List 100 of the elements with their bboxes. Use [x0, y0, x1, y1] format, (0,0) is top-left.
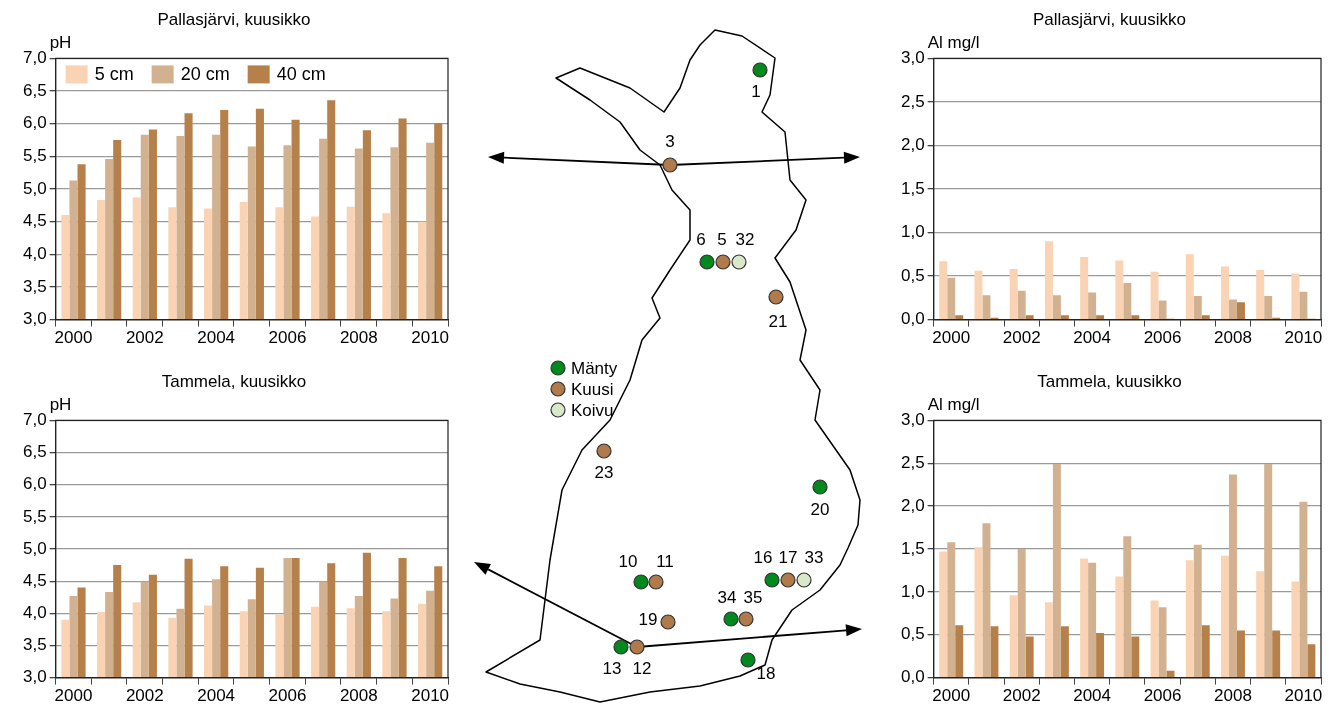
x-tick-label: 2006 [268, 686, 307, 706]
text: 3 [664, 132, 676, 152]
text: 10 [617, 552, 639, 572]
text: 23 [593, 463, 615, 483]
x-tick-label: 2006 [1143, 686, 1182, 706]
bar [1044, 241, 1053, 319]
bar [982, 523, 991, 677]
y-axis-title: Al mg/l [927, 32, 980, 52]
bar [1236, 302, 1245, 319]
bar [947, 277, 956, 319]
y-tick-label: 3,5 [22, 276, 47, 296]
bar [1307, 644, 1316, 677]
bar [1080, 558, 1089, 677]
y-tick-label: 4,5 [22, 570, 47, 590]
y-tick-label: 2,0 [900, 495, 925, 515]
bar [1096, 315, 1105, 319]
bar [1052, 464, 1061, 677]
y-tick-label: 6,0 [22, 474, 47, 494]
text: 13 [601, 659, 623, 679]
text: 19 [637, 610, 659, 630]
text: 17 [778, 548, 798, 567]
legend-label: Koivu [571, 401, 614, 420]
x-tick-label: 2010 [411, 686, 450, 706]
y-tick-label: 0,5 [900, 265, 925, 285]
bar [974, 270, 983, 319]
x-tick-label: 2010 [411, 328, 450, 348]
bar [1060, 315, 1069, 319]
bar [1228, 474, 1237, 677]
bar [1123, 536, 1132, 677]
bar [1131, 636, 1140, 677]
x-tick-label: 2008 [1214, 328, 1252, 348]
text: 21 [767, 312, 789, 332]
y-tick-label: 0,0 [900, 667, 925, 687]
bar [1017, 290, 1026, 319]
y-tick-label: 3,0 [900, 410, 925, 430]
y-tick-label: 1,5 [900, 538, 925, 558]
y-tick-label: 3,0 [22, 667, 47, 687]
bar [955, 625, 964, 677]
bar [1052, 295, 1061, 319]
bar [1291, 581, 1300, 677]
bar [1299, 291, 1308, 319]
x-tick-label: 2010 [1284, 686, 1323, 706]
bar [1158, 607, 1167, 677]
y-tick-label: 5,0 [22, 178, 47, 198]
text: 12 [631, 659, 653, 679]
bar [1220, 555, 1229, 677]
x-tick-label: 2002 [125, 328, 164, 348]
bar [1158, 300, 1167, 319]
bar [1060, 626, 1069, 677]
y-tick-label: 2,5 [900, 452, 925, 472]
bar [1150, 271, 1159, 319]
bar [1009, 269, 1018, 319]
bar [1096, 633, 1105, 677]
legend-label: 20 cm [180, 64, 230, 85]
bar [1025, 636, 1034, 677]
x-tick-label: 2000 [932, 686, 971, 706]
bar [1264, 464, 1273, 677]
legend-label: Mänty [571, 359, 618, 378]
x-tick-label: 2004 [1073, 686, 1112, 706]
y-tick-label: 1,5 [900, 178, 925, 198]
bar [1201, 315, 1210, 319]
text: 16 [753, 548, 773, 567]
bar [1193, 544, 1202, 677]
y-axis-title: Al mg/l [927, 394, 980, 414]
x-tick-label: 2008 [339, 686, 378, 706]
legend-label: 40 cm [276, 64, 326, 85]
x-tick-label: 2010 [1284, 328, 1323, 348]
y-tick-label: 2,0 [900, 135, 925, 155]
bar [1080, 256, 1089, 319]
x-tick-label: 2002 [125, 686, 164, 706]
y-tick-label: 5,0 [22, 538, 47, 558]
chart-title: Tammela, kuusikko [1037, 371, 1182, 391]
bar [1131, 315, 1140, 319]
chart-title: Pallasjärvi, kuusikko [1032, 9, 1187, 29]
bar [1299, 501, 1308, 677]
bar [1256, 269, 1265, 319]
bar [1166, 670, 1175, 677]
bar [1185, 560, 1194, 677]
bar [1256, 571, 1265, 677]
x-tick-label: 2008 [339, 328, 378, 348]
bar [939, 261, 948, 319]
text: 11 [655, 552, 675, 572]
x-tick-label: 2002 [1002, 686, 1041, 706]
y-tick-label: 0,5 [900, 624, 925, 644]
bar [955, 315, 964, 319]
x-tick-label: 2006 [268, 328, 307, 348]
y-tick-label: 1,0 [900, 581, 925, 601]
legend-label: 5 cm [94, 64, 134, 85]
bar [1201, 625, 1210, 677]
bar [1193, 296, 1202, 319]
x-tick-label: 2008 [1214, 686, 1252, 706]
bar [1088, 292, 1097, 319]
bar [1009, 595, 1018, 677]
bar [1115, 260, 1124, 319]
y-tick-label: 7,0 [22, 410, 47, 430]
bar [947, 542, 956, 677]
y-tick-label: 5,5 [22, 146, 47, 166]
bar [1044, 602, 1053, 677]
x-tick-label: 2000 [932, 328, 971, 348]
bar [1017, 549, 1026, 677]
